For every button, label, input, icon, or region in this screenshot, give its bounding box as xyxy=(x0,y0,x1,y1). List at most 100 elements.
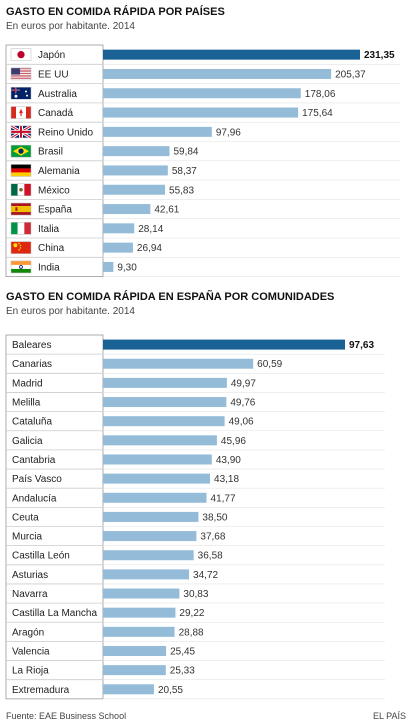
bar xyxy=(103,626,175,637)
value-label: 45,96 xyxy=(221,436,246,447)
value-label: 43,18 xyxy=(214,474,239,485)
source-note: Fuente: EAE Business School xyxy=(6,711,127,721)
value-label: 59,84 xyxy=(173,147,198,158)
uk-flag-icon xyxy=(10,124,32,140)
value-label: 26,94 xyxy=(137,243,162,254)
bar xyxy=(103,550,194,561)
value-label: 43,90 xyxy=(216,455,241,466)
category-label: Japón xyxy=(38,50,65,61)
category-label: Aragón xyxy=(12,627,44,638)
value-label: 25,45 xyxy=(170,646,195,657)
category-label: Baleares xyxy=(12,340,51,351)
category-label: Melilla xyxy=(12,398,41,409)
label-column-frame xyxy=(5,334,104,700)
category-label: Brasil xyxy=(38,147,63,158)
category-label: País Vasco xyxy=(12,474,62,485)
section-subtitle-regions: En euros por habitante. 2014 xyxy=(6,306,135,317)
bar xyxy=(103,358,254,369)
value-label: 49,97 xyxy=(231,378,256,389)
category-label: Andalucía xyxy=(12,493,57,504)
value-label: 34,72 xyxy=(193,570,218,581)
bar xyxy=(103,68,332,79)
category-label: Galicia xyxy=(12,436,43,447)
bar xyxy=(103,473,211,484)
category-label: China xyxy=(38,243,65,254)
category-label: Ceuta xyxy=(12,512,39,523)
bar xyxy=(103,569,190,580)
bar xyxy=(103,416,225,427)
value-label: 49,06 xyxy=(229,417,254,428)
bar xyxy=(103,126,212,137)
category-label: EE UU xyxy=(38,69,69,80)
value-label: 178,06 xyxy=(305,89,336,100)
spain-flag-icon xyxy=(10,202,32,216)
category-label: Extremadura xyxy=(12,685,70,696)
bar xyxy=(103,397,227,408)
value-label: 55,83 xyxy=(169,185,194,196)
category-label: Asturias xyxy=(12,570,48,581)
chart-1: Baleares 97,63 Canarias 60,59 Madrid 49,97 Mel… xyxy=(5,334,385,700)
section-subtitle-countries: En euros por habitante. 2014 xyxy=(6,21,135,32)
category-label: Cataluña xyxy=(12,417,52,428)
value-label: 205,37 xyxy=(335,69,366,80)
bar xyxy=(103,588,180,599)
category-label: La Rioja xyxy=(12,666,49,677)
category-label: Castilla León xyxy=(12,551,70,562)
bar xyxy=(103,49,360,60)
value-label: 25,33 xyxy=(170,666,195,677)
bar xyxy=(103,339,345,350)
category-label: Navarra xyxy=(12,589,48,600)
bar xyxy=(103,88,301,99)
value-label: 29,22 xyxy=(179,608,204,619)
value-label: 231,35 xyxy=(364,50,395,61)
bar xyxy=(103,665,166,676)
category-label: Castilla La Mancha xyxy=(12,608,97,619)
germany-flag-icon xyxy=(10,164,32,177)
australia-flag-icon xyxy=(10,87,32,100)
value-label: 41,77 xyxy=(211,493,236,504)
bar xyxy=(103,223,135,234)
value-label: 97,96 xyxy=(216,127,241,138)
value-label: 30,83 xyxy=(183,589,208,600)
china-flag-icon xyxy=(10,241,32,254)
value-label: 28,14 xyxy=(138,224,163,235)
category-label: Murcia xyxy=(12,532,42,543)
chart-0: Japón 231,35 EE UU 205,37 Australia 178,06 Can… xyxy=(5,44,400,278)
category-label: Cantabria xyxy=(12,455,56,466)
bar xyxy=(103,146,170,157)
value-label: 20,55 xyxy=(158,685,183,696)
value-label: 49,76 xyxy=(230,398,255,409)
bar xyxy=(103,165,168,176)
category-label: España xyxy=(38,205,72,216)
category-label: Madrid xyxy=(12,378,43,389)
value-label: 37,68 xyxy=(200,532,225,543)
category-label: Valencia xyxy=(12,646,50,657)
value-label: 97,63 xyxy=(349,340,374,351)
value-label: 60,59 xyxy=(257,359,282,370)
bar xyxy=(103,184,166,195)
bar xyxy=(103,492,207,503)
bar xyxy=(103,107,299,118)
category-label: India xyxy=(38,262,60,273)
japan-flag-icon xyxy=(10,48,32,61)
bar xyxy=(103,261,114,272)
section-title-countries: GASTO EN COMIDA RÁPIDA POR PAÍSES xyxy=(6,6,225,18)
value-label: 9,30 xyxy=(117,262,137,273)
value-label: 58,37 xyxy=(172,166,197,177)
bar xyxy=(103,531,197,542)
value-label: 42,61 xyxy=(154,205,179,216)
bar xyxy=(103,607,176,618)
bar xyxy=(103,454,212,465)
bar xyxy=(103,242,133,253)
bar xyxy=(103,684,154,695)
value-label: 38,50 xyxy=(202,512,227,523)
usa-flag-icon xyxy=(10,67,32,81)
category-label: Alemania xyxy=(38,166,80,177)
value-label: 28,88 xyxy=(179,627,204,638)
value-label: 36,58 xyxy=(198,551,223,562)
section-title-regions: GASTO EN COMIDA RÁPIDA EN ESPAÑA POR COM… xyxy=(6,291,335,303)
bar xyxy=(103,377,227,388)
mexico-flag-icon xyxy=(10,183,32,196)
category-label: Reino Unido xyxy=(38,127,93,138)
